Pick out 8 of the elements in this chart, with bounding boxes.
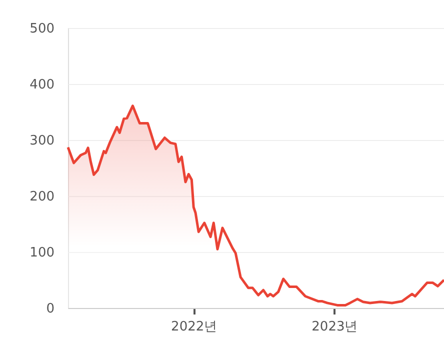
- y-tick-label: 300: [30, 134, 54, 148]
- x-tick-label: 2023년: [312, 320, 358, 334]
- y-tick-label: 500: [30, 22, 54, 36]
- y-tick-label: 0: [46, 302, 54, 316]
- y-tick-label: 100: [30, 246, 54, 260]
- y-tick-label: 400: [30, 78, 54, 92]
- x-tick-label: 2022년: [171, 320, 218, 334]
- y-tick-label: 200: [30, 190, 54, 204]
